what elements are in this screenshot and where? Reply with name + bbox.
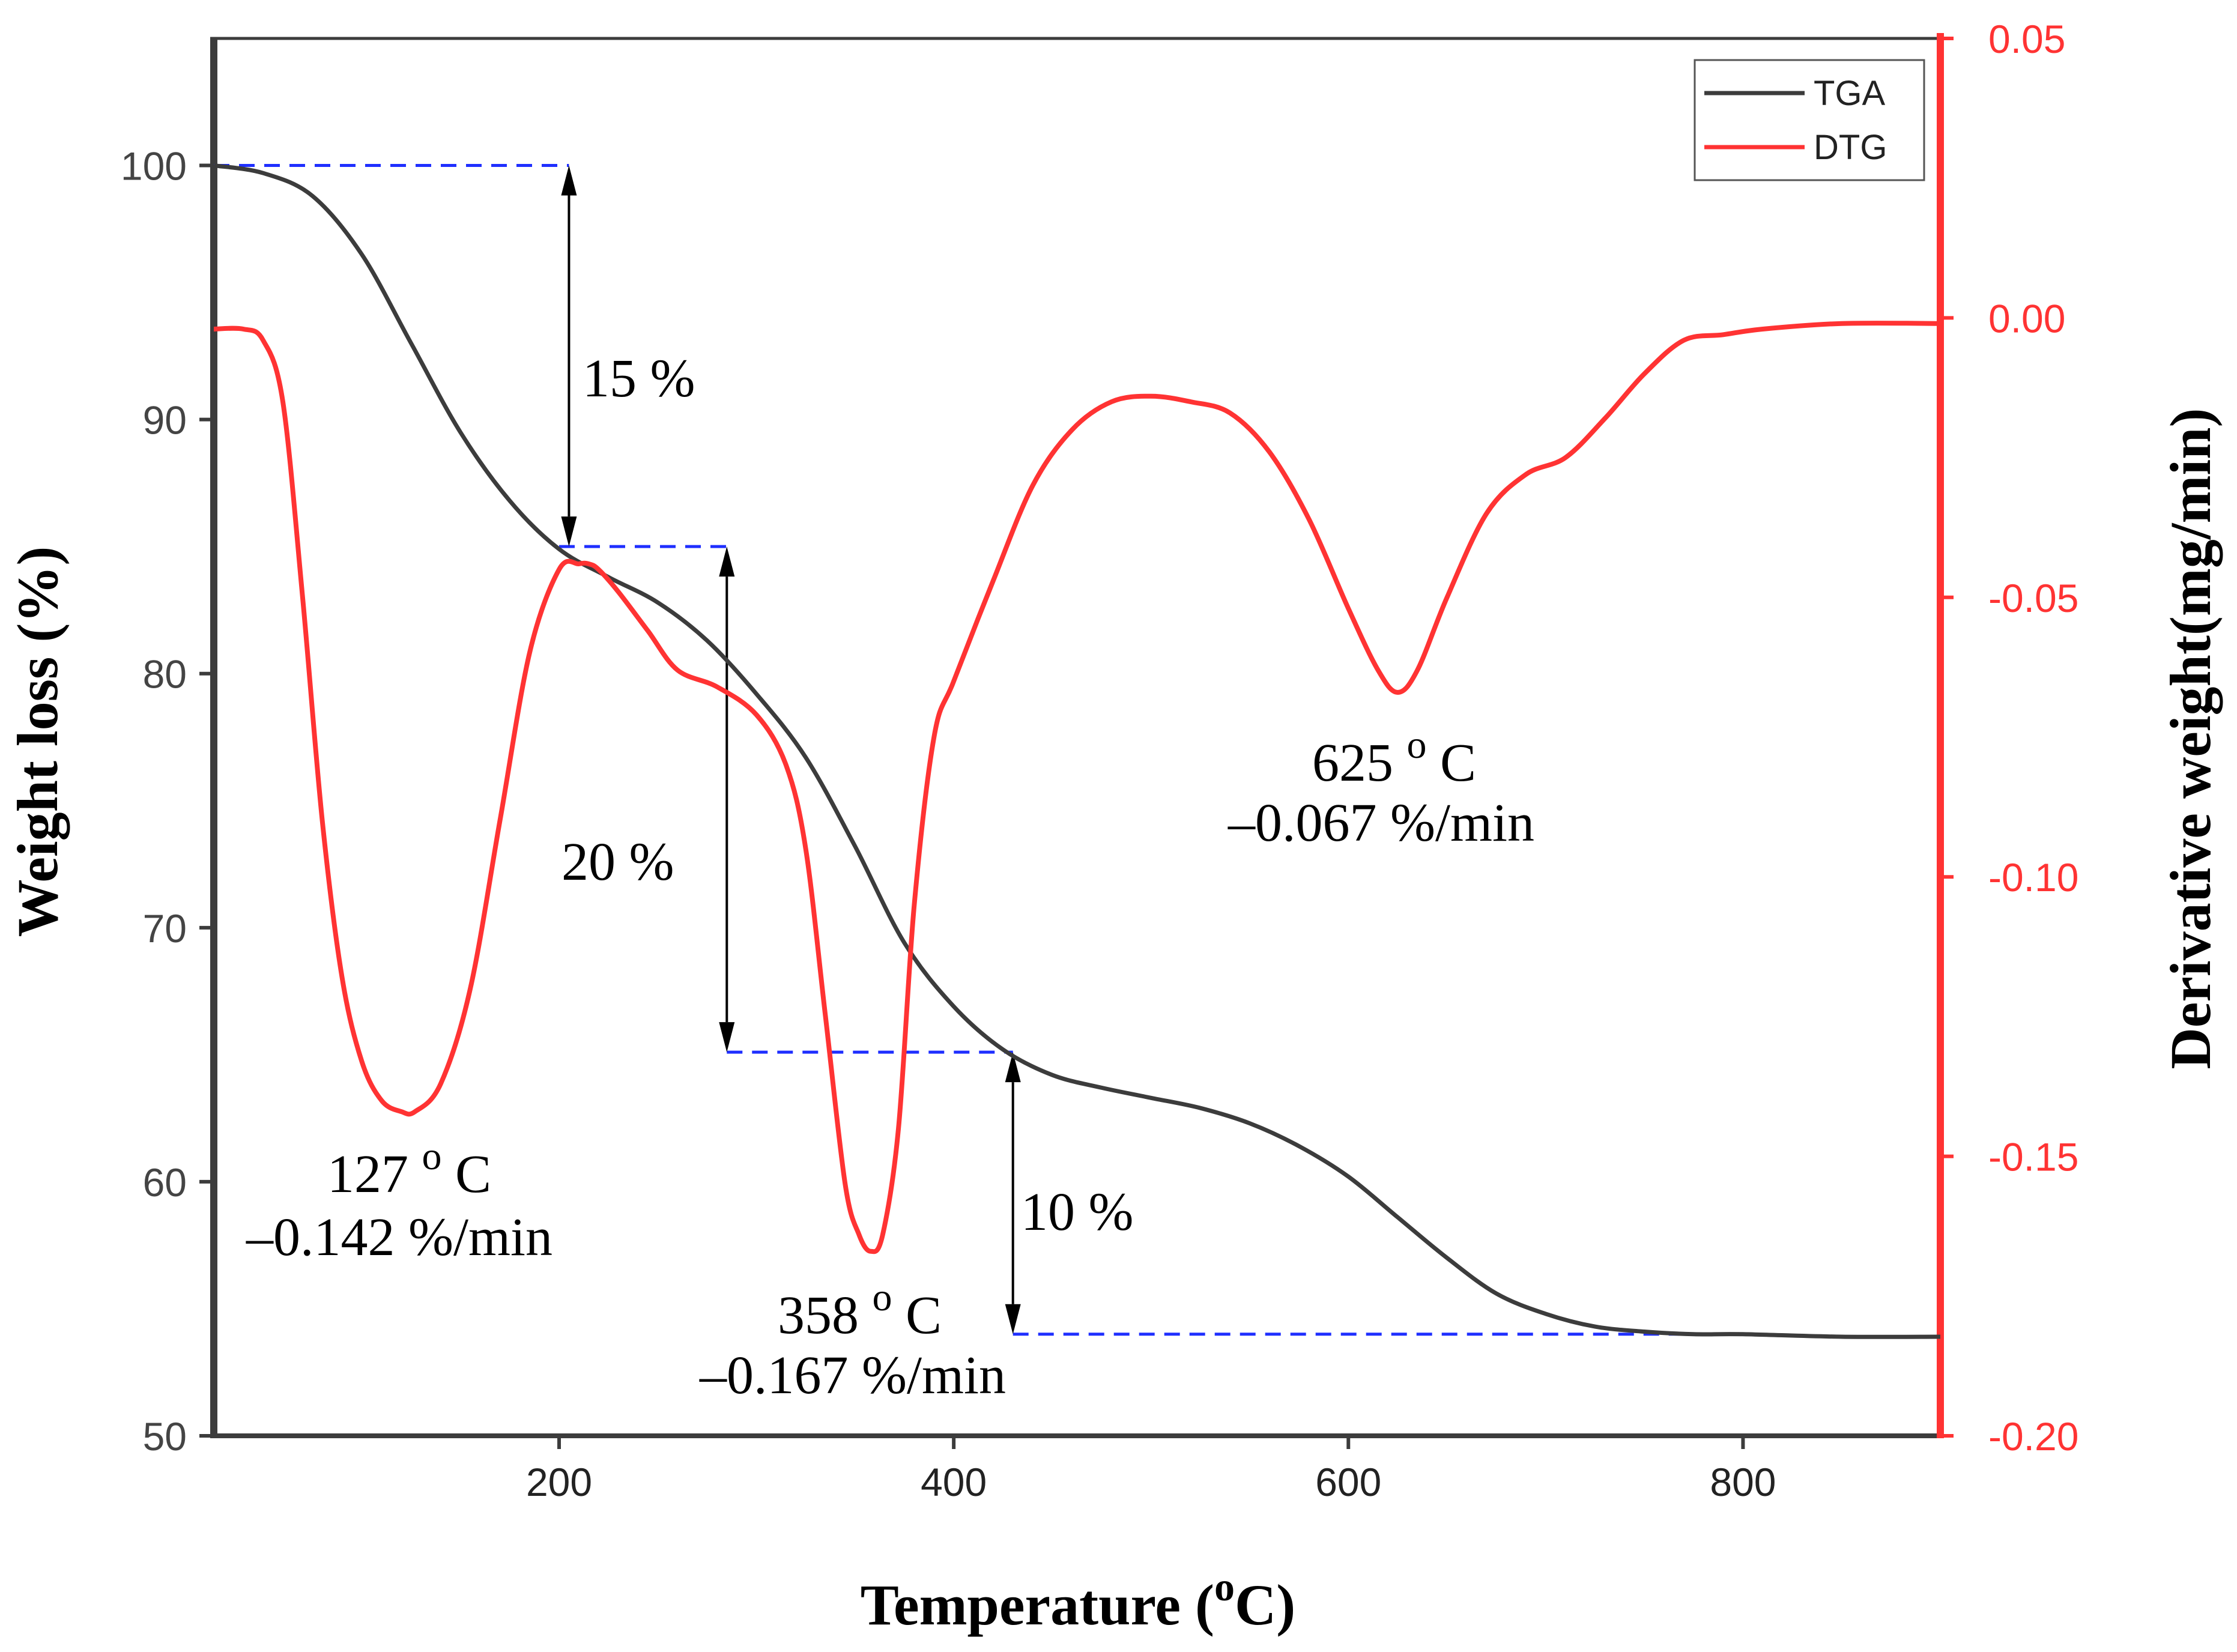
- y2-tick-label: 0.00: [1988, 296, 2065, 340]
- y2-tick-label: 0.05: [1988, 17, 2065, 61]
- arrow-head-down: [1005, 1304, 1021, 1334]
- annotation-peak2-temp: 358 o C: [778, 1263, 942, 1345]
- y-tick-label: 70: [143, 906, 187, 951]
- arrow-head-down: [561, 516, 577, 547]
- y2-axis-title: Derivative weight(mg/min): [2158, 408, 2223, 1069]
- legend-tga-label: TGA: [1814, 74, 1886, 113]
- annotation-loss-10: 10 %: [1021, 1182, 1133, 1242]
- y-tick-label: 50: [143, 1414, 187, 1459]
- annotation-peak3-rate: –0.067 %/min: [1227, 793, 1534, 853]
- annotation-peak1-temp: 127 o C: [327, 1122, 491, 1204]
- x-tick-label: 400: [921, 1460, 987, 1504]
- y-tick-label: 90: [143, 398, 187, 443]
- annotation-peak2-rate: –0.167 %/min: [699, 1346, 1006, 1405]
- series-dtg-line: [213, 321, 1941, 1254]
- y2-tick-label: -0.15: [1988, 1135, 2078, 1179]
- annotation-loss-15: 15 %: [583, 349, 695, 408]
- y-tick-label: 80: [143, 652, 187, 697]
- arrow-head-down: [719, 1022, 735, 1053]
- legend: TGA DTG: [1694, 59, 1925, 181]
- x-tick-label: 200: [526, 1460, 592, 1504]
- annotation-peak1-rate: –0.142 %/min: [246, 1208, 552, 1267]
- annotation-loss-20: 20 %: [562, 832, 674, 892]
- x-tick-label: 800: [1710, 1460, 1776, 1504]
- x-axis-title: Temperature (oC): [861, 1564, 1296, 1637]
- legend-dtg-label: DTG: [1814, 128, 1887, 167]
- y2-tick-label: -0.05: [1988, 576, 2078, 620]
- y-tick-label: 100: [121, 144, 187, 189]
- x-tick-label: 600: [1315, 1460, 1381, 1504]
- annotation-peak3-temp: 625 o C: [1312, 710, 1476, 793]
- arrow-head-up: [1005, 1052, 1021, 1083]
- y2-tick-label: -0.20: [1988, 1414, 2078, 1459]
- y-tick-label: 60: [143, 1160, 187, 1205]
- arrow-head-up: [561, 165, 577, 196]
- arrow-head-up: [719, 546, 735, 577]
- y-axis-title: Weight loss (%): [5, 546, 70, 937]
- series-tga-line: [213, 163, 1941, 1339]
- y2-tick-label: -0.10: [1988, 855, 2078, 900]
